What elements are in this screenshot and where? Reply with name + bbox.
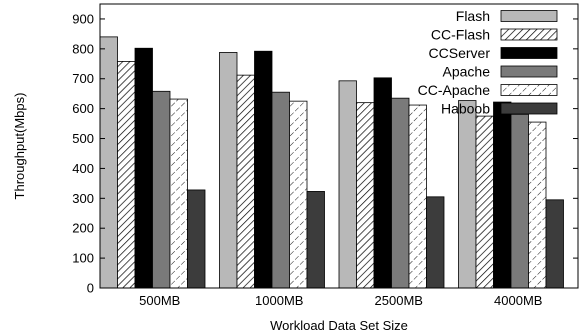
- x-tick-label: 2500MB: [375, 293, 423, 308]
- legend-label: CC-Apache: [418, 82, 491, 98]
- plot-area-frame: [99, 3, 579, 289]
- x-axis: 500MB 1000MB 2500MB 4000MB: [139, 293, 542, 308]
- bar-apache-4000mb: [510, 113, 529, 289]
- y-tick-label: 100: [72, 251, 94, 266]
- legend-swatch: [500, 28, 558, 41]
- bars-group: [99, 36, 564, 289]
- bar-cc-flash-500mb: [117, 60, 136, 289]
- y-tick-label: 200: [72, 221, 94, 236]
- legend-label: CCServer: [429, 45, 491, 61]
- bar-haboob-500mb: [187, 189, 206, 289]
- legend: Flash CC-Flash CCServer Apache CC-Apache Habo…: [418, 8, 558, 117]
- legend-swatch: [500, 84, 558, 96]
- bar-ccserver-500mb: [134, 47, 153, 289]
- legend-swatch: [500, 10, 558, 22]
- bar-flash-4000mb: [458, 100, 477, 289]
- bar-apache-1000mb: [271, 91, 290, 289]
- bar-haboob-2500mb: [426, 196, 445, 289]
- bar-haboob-4000mb: [545, 199, 564, 289]
- bar-cc-apache-2500mb: [408, 104, 427, 289]
- bar-ccserver-4000mb: [493, 101, 512, 289]
- legend-swatch: [500, 47, 558, 59]
- bar-cc-flash-4000mb: [475, 115, 494, 289]
- bar-cc-apache-4000mb: [528, 121, 547, 289]
- bar-cc-apache-1000mb: [289, 100, 308, 289]
- x-axis-title: Workload Data Set Size: [270, 318, 408, 333]
- y-tick-label: 500: [72, 131, 94, 146]
- y-tick-label: 0: [87, 281, 94, 296]
- y-tick-label: 700: [72, 71, 94, 86]
- bar-flash-2500mb: [338, 80, 357, 289]
- y-tick-label: 400: [72, 161, 94, 176]
- x-tick-label: 500MB: [139, 293, 180, 308]
- x-tick-label: 4000MB: [494, 293, 542, 308]
- y-axis-title: Throughput(Mbps): [12, 93, 27, 200]
- bar-cc-flash-2500mb: [356, 102, 375, 289]
- bar-flash-500mb: [99, 36, 118, 289]
- bar-haboob-1000mb: [306, 191, 325, 289]
- bar-flash-1000mb: [219, 52, 238, 289]
- legend-label: Haboob: [441, 101, 490, 117]
- legend-swatch: [500, 102, 558, 115]
- y-tick-label: 300: [72, 191, 94, 206]
- y-axis: 0 100 200 300 400 500 600 700 800 900: [72, 11, 578, 296]
- bar-ccserver-2500mb: [373, 77, 392, 289]
- bar-cc-flash-1000mb: [236, 74, 255, 289]
- legend-label: CC-Flash: [431, 27, 490, 43]
- bar-apache-500mb: [152, 90, 171, 289]
- y-tick-label: 900: [72, 11, 94, 26]
- x-tick-label: 1000MB: [255, 293, 303, 308]
- bar-apache-2500mb: [391, 97, 410, 289]
- legend-label: Flash: [456, 8, 490, 24]
- y-tick-label: 600: [72, 101, 94, 116]
- legend-label: Apache: [443, 64, 491, 80]
- bar-cc-apache-500mb: [169, 98, 188, 289]
- legend-swatch: [500, 65, 558, 78]
- bar-ccserver-1000mb: [254, 50, 273, 289]
- y-tick-label: 800: [72, 41, 94, 56]
